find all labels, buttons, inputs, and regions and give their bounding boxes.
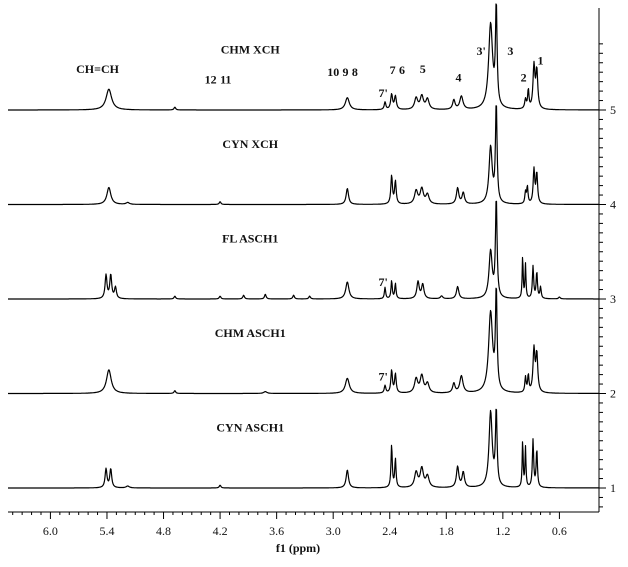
series-label-2: CYN XCH xyxy=(222,137,278,151)
x-tick-label-4: 4.2 xyxy=(213,524,228,538)
y-tick-label-4: 4 xyxy=(610,198,616,212)
spectrum-line-3 xyxy=(7,200,600,300)
x-tick-label-9: 1.2 xyxy=(495,524,510,538)
series-labels: CHM XCH CYN XCH FL ASCH1 CHM ASCH1 CYN ASCH1 xyxy=(215,42,286,434)
x-tick-label-8: 1.8 xyxy=(439,524,454,538)
x-axis: 6.0 5.4 4.8 4.2 3.6 3.0 2.4 1.8 1.2 0.6 f1 (ppm) xyxy=(8,511,599,555)
peak-label-11: 4 xyxy=(456,71,462,85)
spectrum-line-4 xyxy=(7,287,600,395)
peak-label-2: 12 xyxy=(205,73,217,87)
series-label-3: FL ASCH1 xyxy=(222,231,278,245)
peak-label-16: 7' xyxy=(378,275,387,289)
peak-label-3: 11 xyxy=(220,73,231,87)
x-tick-label-10: 0.6 xyxy=(552,524,567,538)
peak-label-5: 9 xyxy=(342,65,348,79)
x-tick-label-2: 5.4 xyxy=(99,524,114,538)
x-tick-label-5: 3.6 xyxy=(269,524,284,538)
spectra-group xyxy=(7,3,600,489)
x-axis-ticks: 6.0 5.4 4.8 4.2 3.6 3.0 2.4 1.8 1.2 0.6 xyxy=(12,512,567,538)
spectrum-line-1 xyxy=(7,3,600,111)
peak-label-17: 7' xyxy=(378,369,387,383)
y-tick-label-1: 1 xyxy=(610,481,616,495)
series-label-5: CYN ASCH1 xyxy=(216,420,284,434)
peak-label-12: 3' xyxy=(477,44,486,58)
x-axis-title: f1 (ppm) xyxy=(276,541,320,555)
peak-label-10: 5 xyxy=(420,62,426,76)
peak-label-14: 2 xyxy=(521,71,527,85)
y-tick-label-3: 3 xyxy=(610,292,616,306)
peak-label-1: CH=CH xyxy=(76,62,120,76)
spectrum-line-2 xyxy=(7,105,600,206)
y-tick-label-5: 5 xyxy=(610,103,616,117)
peak-label-15: 1 xyxy=(538,54,544,68)
peak-label-7: 7' xyxy=(378,86,387,100)
series-label-4: CHM ASCH1 xyxy=(215,326,286,340)
y-axis: 1 2 3 4 5 xyxy=(598,8,616,512)
peak-label-9: 6 xyxy=(399,63,405,77)
peak-label-13: 3 xyxy=(507,44,513,58)
series-label-1: CHM XCH xyxy=(221,42,281,56)
x-tick-label-6: 3.0 xyxy=(326,524,341,538)
x-tick-label-7: 2.4 xyxy=(382,524,397,538)
spectrum-line-5 xyxy=(7,408,600,489)
peak-label-8: 7 xyxy=(390,63,396,77)
peak-label-4: 10 xyxy=(327,65,339,79)
peak-label-6: 8 xyxy=(352,65,358,79)
x-tick-label-1: 6.0 xyxy=(43,524,58,538)
y-axis-ticks: 1 2 3 4 5 xyxy=(599,43,616,508)
x-tick-label-3: 4.8 xyxy=(156,524,171,538)
y-tick-label-2: 2 xyxy=(610,387,616,401)
